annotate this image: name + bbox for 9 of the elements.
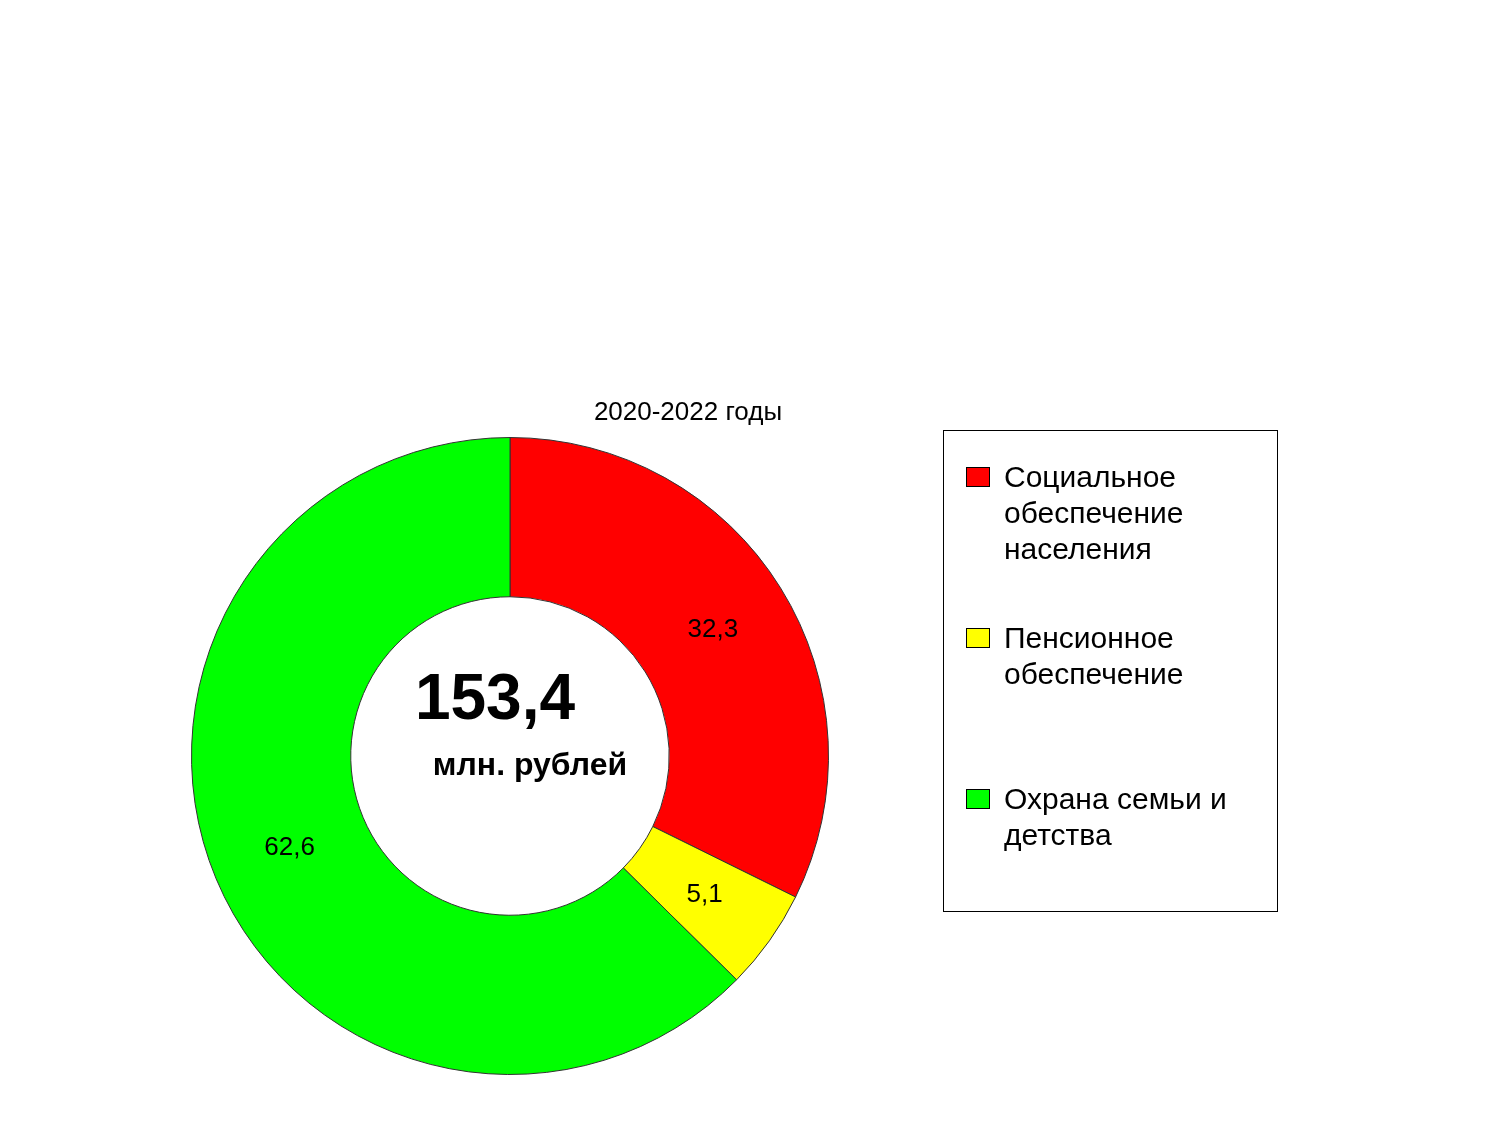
data-label: 62,6 xyxy=(264,831,315,862)
data-label: 32,3 xyxy=(687,613,739,644)
text: 153,4 xyxy=(414,660,576,733)
legend-label: Пенсионное обеспечение xyxy=(1004,620,1185,692)
legend-label: Социальное обеспечение населения xyxy=(1004,459,1185,567)
text: млн. рублей xyxy=(432,745,628,782)
legend-label: Охрана семьи и детства xyxy=(1004,781,1228,853)
chart-title: 2020-2022 годы xyxy=(592,396,784,427)
data-label: 5,1 xyxy=(686,877,723,908)
